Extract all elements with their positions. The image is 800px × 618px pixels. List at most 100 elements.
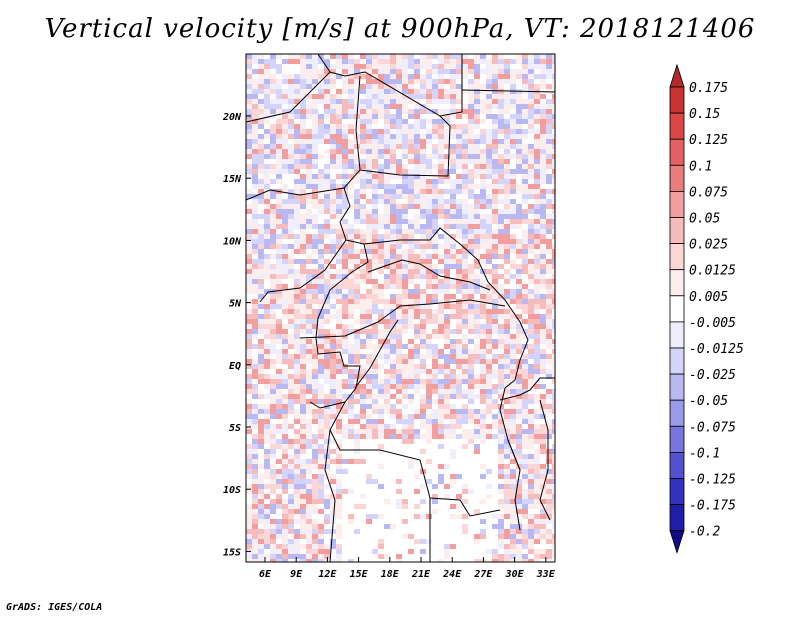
field-cell (492, 324, 498, 329)
field-cell (264, 69, 270, 74)
field-cell (450, 74, 456, 79)
field-cell (360, 234, 366, 239)
field-cell (294, 114, 300, 119)
field-cell (348, 84, 354, 89)
field-cell (342, 164, 348, 169)
field-cell (534, 189, 540, 194)
field-cell (276, 349, 282, 354)
colorbar-swatch (669, 217, 685, 245)
field-cell (552, 209, 555, 214)
field-cell (438, 214, 444, 219)
colorbar-label: 0.05 (689, 212, 720, 227)
field-cell (540, 124, 546, 129)
field-cell (282, 539, 288, 544)
field-cell (354, 159, 360, 164)
field-cell (480, 369, 486, 374)
field-cell (342, 209, 348, 214)
field-cell (480, 69, 486, 74)
field-cell (282, 164, 288, 169)
field-cell (270, 169, 276, 174)
field-cell (312, 309, 318, 314)
field-cell (414, 99, 420, 104)
field-cell (540, 249, 546, 254)
field-cell (504, 369, 510, 374)
field-cell (282, 519, 288, 524)
field-cell (300, 364, 306, 369)
field-cell (330, 429, 336, 434)
field-cell (516, 284, 522, 289)
field-cell (474, 304, 480, 309)
field-cell (318, 284, 324, 289)
field-cell (462, 489, 468, 494)
field-cell (546, 249, 552, 254)
field-cell (522, 419, 528, 424)
field-cell (348, 399, 354, 404)
field-cell (294, 369, 300, 374)
field-cell (342, 109, 348, 114)
field-cell (294, 59, 300, 64)
field-cell (270, 534, 276, 539)
field-cell (414, 344, 420, 349)
field-cell (264, 519, 270, 524)
field-cell (480, 354, 486, 359)
field-cell (420, 399, 426, 404)
field-cell (432, 379, 438, 384)
field-cell (270, 139, 276, 144)
field-cell (426, 259, 432, 264)
field-cell (270, 54, 276, 59)
field-cell (546, 144, 552, 149)
field-cell (396, 274, 402, 279)
field-cell (420, 354, 426, 359)
field-cell (282, 304, 288, 309)
field-cell (318, 339, 324, 344)
field-cell (342, 369, 348, 374)
field-cell (468, 329, 474, 334)
field-cell (438, 54, 444, 59)
field-cell (324, 339, 330, 344)
field-cell (486, 89, 492, 94)
field-cell (330, 414, 336, 419)
field-cell (300, 234, 306, 239)
field-cell (258, 549, 264, 554)
field-cell (258, 239, 264, 244)
field-cell (438, 174, 444, 179)
field-cell (492, 264, 498, 269)
field-cell (480, 434, 486, 439)
field-cell (372, 399, 378, 404)
field-cell (300, 359, 306, 364)
field-cell (414, 539, 420, 544)
field-cell (318, 479, 324, 484)
field-cell (288, 444, 294, 449)
field-cell (270, 454, 276, 459)
field-cell (432, 144, 438, 149)
field-cell (510, 319, 516, 324)
field-cell (522, 479, 528, 484)
field-cell (354, 69, 360, 74)
field-cell (312, 499, 318, 504)
field-cell (540, 204, 546, 209)
field-cell (252, 54, 258, 59)
field-cell (330, 339, 336, 344)
lon-label: 24E (442, 569, 462, 580)
field-cell (336, 389, 342, 394)
field-cell (480, 384, 486, 389)
field-cell (522, 154, 528, 159)
field-cell (330, 79, 336, 84)
field-cell (270, 449, 276, 454)
field-cell (354, 344, 360, 349)
field-cell (306, 149, 312, 154)
field-cell (468, 104, 474, 109)
field-cell (498, 254, 504, 259)
field-cell (336, 369, 342, 374)
field-cell (402, 219, 408, 224)
field-cell (522, 369, 528, 374)
field-cell (516, 74, 522, 79)
field-cell (426, 69, 432, 74)
field-cell (504, 149, 510, 154)
field-cell (264, 324, 270, 329)
field-cell (342, 339, 348, 344)
field-cell (414, 174, 420, 179)
field-cell (282, 379, 288, 384)
field-cell (336, 359, 342, 364)
field-cell (336, 449, 342, 454)
